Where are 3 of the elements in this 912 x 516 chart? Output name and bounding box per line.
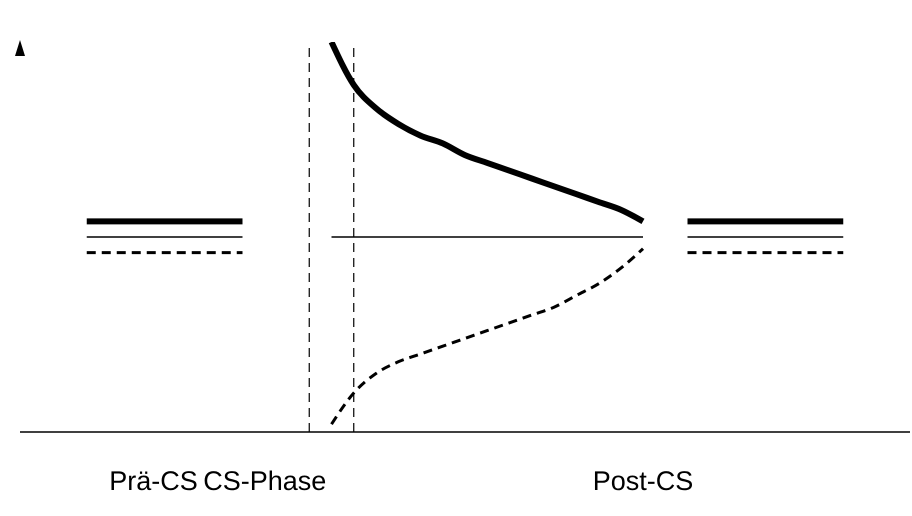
x-tick-label: Post-CS: [592, 466, 694, 496]
x-tick-label: Prä-CS: [109, 466, 198, 496]
x-tick-label: CS-Phase: [203, 466, 326, 496]
